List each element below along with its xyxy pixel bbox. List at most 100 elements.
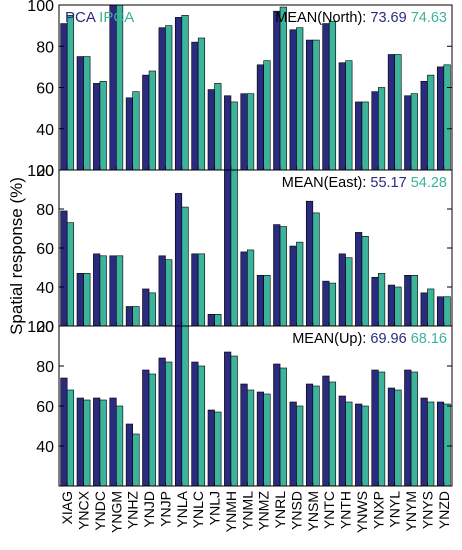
bar-north-ipca-yngm — [116, 4, 124, 171]
bar-east-ipca-ynzd — [443, 296, 451, 327]
bar-east-pca-xiag — [60, 210, 68, 327]
bar-north-ipca-xiag — [66, 15, 75, 171]
bar-east-pca-ynmh — [224, 169, 232, 327]
bar-up-pca-xiag — [60, 377, 68, 487]
bar-up-pca-ynlc — [191, 361, 199, 487]
bar-up-ipca-ynzd — [443, 403, 451, 487]
bar-up-pca-ynjp — [158, 357, 166, 487]
bar-north-pca-yncx — [76, 56, 84, 171]
bar-north-ipca-yndc — [99, 81, 107, 171]
bar-east-ipca-ynlc — [197, 253, 206, 327]
bar-east-ipca-ynyl — [394, 286, 402, 327]
bar-north-pca-ynjp — [158, 27, 166, 171]
bar-up-pca-ynrl — [273, 363, 281, 487]
y-tick-label: 60 — [36, 241, 54, 258]
bar-north-ipca-ynys — [427, 74, 435, 171]
y-tick-label: 40 — [36, 122, 54, 139]
y-tick-label: 100 — [27, 319, 54, 336]
mean-annotation-up: MEAN(Up): 69.96 68.16 — [292, 331, 447, 347]
x-tick-label-yngm: YNGM — [108, 491, 124, 533]
bar-north-ipca-ynyl — [394, 54, 402, 171]
bar-east-pca-ynws — [355, 232, 363, 327]
x-tick-label-yndc: YNDC — [92, 491, 108, 531]
bar-north-ipca-ynmz — [263, 60, 271, 171]
bar-east-pca-ynys — [420, 292, 428, 327]
bar-north-pca-yndc — [93, 83, 101, 171]
bar-east-ipca-ynrl — [279, 226, 287, 327]
bar-up-ipca-ynla — [181, 325, 189, 487]
bar-north-ipca-ynjd — [148, 70, 156, 171]
bar-east-pca-ynzd — [436, 296, 445, 327]
mean-annotation-east: MEAN(East): 55.17 54.28 — [282, 175, 447, 191]
bar-east-pca-ynla — [174, 193, 183, 327]
bar-up-pca-ynth — [338, 395, 346, 487]
bar-north-pca-ynth — [338, 62, 346, 171]
bar-up-pca-ynlj — [207, 409, 215, 487]
bar-up-ipca-ynjp — [165, 361, 173, 487]
bar-north-ipca-ynsd — [296, 27, 304, 171]
bar-east-pca-ynyl — [387, 284, 395, 327]
chart-panels: 20 40 60 80 100 MEAN(North): 73.69 74.63 PCA I… — [27, 0, 453, 533]
bar-east-pca-ynxp — [371, 276, 379, 327]
bar-north-pca-yntc — [322, 23, 330, 171]
mean-ipca-value: 74.63 — [411, 10, 447, 26]
x-tick-label-ynth: YNTH — [338, 491, 354, 529]
bar-north-pca-ynzd — [436, 66, 445, 171]
bar-up-pca-yngm — [109, 397, 117, 487]
y-tick-label: 40 — [36, 439, 54, 456]
bar-east-pca-ynym — [404, 274, 412, 327]
bar-up-pca-ynys — [420, 397, 428, 487]
bar-north-ipca-ynla — [181, 15, 189, 171]
bar-east-ipca-ynys — [427, 288, 435, 327]
bar-east-pca-ynlj — [207, 313, 215, 327]
bar-east-pca-ynhz — [125, 306, 133, 327]
bar-east-ipca-yntc — [328, 282, 337, 327]
bar-east-pca-yngm — [109, 255, 117, 327]
y-tick-label: 60 — [36, 399, 54, 416]
bar-up-ipca-ynlj — [214, 411, 222, 487]
x-tick-label-ynlj: YNLJ — [207, 491, 223, 525]
bar-east-pca-ynjd — [142, 288, 150, 327]
bar-up-ipca-yndc — [99, 399, 107, 487]
bar-north-pca-ynym — [404, 95, 412, 171]
bar-north-ipca-ynlj — [214, 83, 222, 171]
bar-up-pca-ynyl — [387, 387, 395, 487]
bar-east-ipca-ynsm — [312, 212, 320, 327]
bar-north-ipca-ynrl — [279, 6, 287, 171]
bar-up-pca-yncx — [76, 397, 84, 487]
bar-north-pca-yngm — [109, 4, 117, 171]
bar-north-ipca-ynzd — [443, 64, 451, 171]
bar-north-ipca-ynxp — [378, 87, 386, 171]
bar-east-ipca-ynml — [247, 249, 255, 327]
bar-east-pca-ynml — [240, 251, 248, 327]
bar-up-ipca-ynsd — [296, 405, 304, 487]
bar-east-pca-ynlc — [191, 253, 199, 327]
mean-pca-value: 55.17 — [370, 175, 410, 191]
x-tick-label-ynmz: YNMZ — [256, 491, 272, 531]
bar-east-ipca-xiag — [66, 222, 75, 327]
bar-east-ipca-ynhz — [132, 306, 140, 327]
x-tick-label-ynws: YNWS — [354, 491, 370, 533]
y-tick-label: 20 — [36, 319, 54, 336]
bar-north-ipca-ynth — [345, 60, 353, 171]
x-tick-label-ynyl: YNYL — [387, 491, 403, 528]
mean-pca-value: 73.69 — [370, 10, 410, 26]
bar-east-ipca-ynjd — [148, 292, 156, 327]
bar-east-ipca-ynth — [345, 257, 353, 327]
bar-up-pca-ynsm — [305, 383, 314, 487]
bar-east-ipca-ynmh — [230, 169, 238, 327]
bar-north-pca-ynjd — [142, 74, 150, 171]
bar-north-pca-ynla — [174, 17, 183, 171]
bar-up-ipca-xiag — [66, 389, 75, 487]
bar-north-pca-ynsd — [289, 29, 297, 171]
mean-label: MEAN(East): — [282, 175, 371, 191]
bar-up-pca-ynla — [174, 325, 183, 487]
bar-up-ipca-yncx — [83, 399, 91, 487]
y-tick-label: 60 — [36, 81, 54, 98]
mean-pca-value: 69.96 — [370, 331, 410, 347]
x-tick-label-ynzd: YNZD — [436, 491, 452, 529]
y-tick-label: 100 — [27, 163, 54, 180]
bar-north-pca-ynlj — [207, 89, 215, 171]
bar-up-pca-ynhz — [125, 423, 133, 487]
bar-north-pca-xiag — [60, 23, 68, 171]
